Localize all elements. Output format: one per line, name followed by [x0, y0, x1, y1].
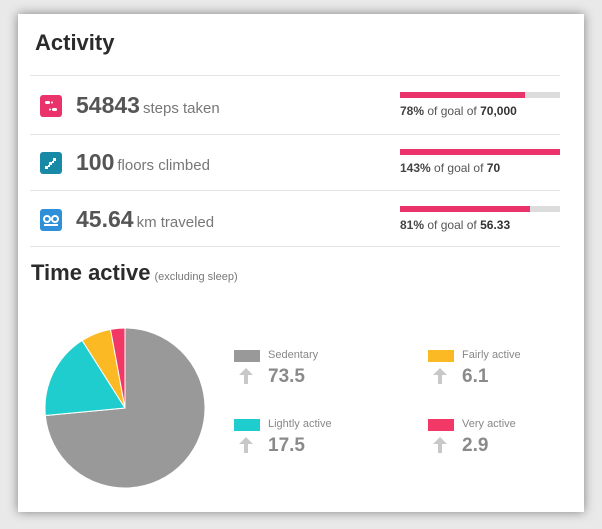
- legend-label: Very active: [462, 418, 516, 430]
- floors-progress-fill: [400, 149, 560, 155]
- arrow-up-icon: [239, 368, 253, 384]
- activity-card: Activity 54843 steps taken 78% of goal of…: [18, 14, 584, 512]
- legend-swatch: [428, 350, 454, 362]
- time-active-title: Time active (excluding sleep): [31, 260, 238, 285]
- divider: [30, 246, 560, 247]
- legend-fairly-active: Fairly active 6.1: [428, 349, 578, 400]
- legend-value: 6.1: [462, 366, 489, 387]
- time-active-subtitle: (excluding sleep): [154, 271, 238, 283]
- distance-unit: km traveled: [136, 214, 215, 231]
- steps-value: 54843 steps taken: [76, 92, 220, 118]
- time-active-pie-chart: [44, 327, 206, 489]
- arrow-up-icon: [239, 437, 253, 453]
- legend-value: 73.5: [268, 366, 305, 387]
- divider: [30, 134, 560, 135]
- floors-progress-bar: [400, 149, 560, 155]
- legend-sedentary: Sedentary 73.5: [234, 349, 384, 400]
- steps-progress-fill: [400, 92, 525, 98]
- steps-progress-bar: [400, 92, 560, 98]
- stairs-icon: [40, 152, 62, 174]
- legend-value: 2.9: [462, 435, 489, 456]
- distance-progress-bar: [400, 206, 560, 212]
- footsteps-icon: [40, 95, 62, 117]
- distance-progress-fill: [400, 206, 530, 212]
- legend-label: Sedentary: [268, 349, 319, 361]
- steps-unit: steps taken: [142, 100, 220, 117]
- page-title: Activity: [35, 30, 115, 55]
- legend-lightly-active: Lightly active 17.5: [234, 418, 384, 469]
- legend-swatch: [428, 419, 454, 431]
- pie-slice-very-active: [109, 327, 126, 409]
- stat-row-distance: 45.64 km traveled 81% of goal of 56.33: [18, 194, 584, 250]
- stat-row-floors: 100 floors climbed 143% of goal of 70: [18, 137, 584, 193]
- floors-goal: 143% of goal of 70: [400, 161, 501, 175]
- arrow-up-icon: [433, 437, 447, 453]
- arrow-up-icon: [433, 368, 447, 384]
- distance-goal: 81% of goal of 56.33: [400, 218, 511, 232]
- legend-label: Lightly active: [268, 418, 332, 430]
- stat-row-steps: 54843 steps taken 78% of goal of 70,000: [18, 80, 584, 136]
- steps-goal: 78% of goal of 70,000: [400, 104, 517, 118]
- distance-value: 45.64 km traveled: [76, 206, 215, 232]
- divider: [30, 190, 560, 191]
- floors-value: 100 floors climbed: [76, 149, 210, 175]
- legend-very-active: Very active 2.9: [428, 418, 578, 469]
- pie-slice-lightly-active: [44, 339, 126, 417]
- divider: [30, 75, 560, 76]
- legend-swatch: [234, 350, 260, 362]
- legend-label: Fairly active: [462, 349, 521, 361]
- legend-swatch: [234, 419, 260, 431]
- distance-icon: [40, 209, 62, 231]
- legend-value: 17.5: [268, 435, 305, 456]
- floors-unit: floors climbed: [117, 157, 210, 174]
